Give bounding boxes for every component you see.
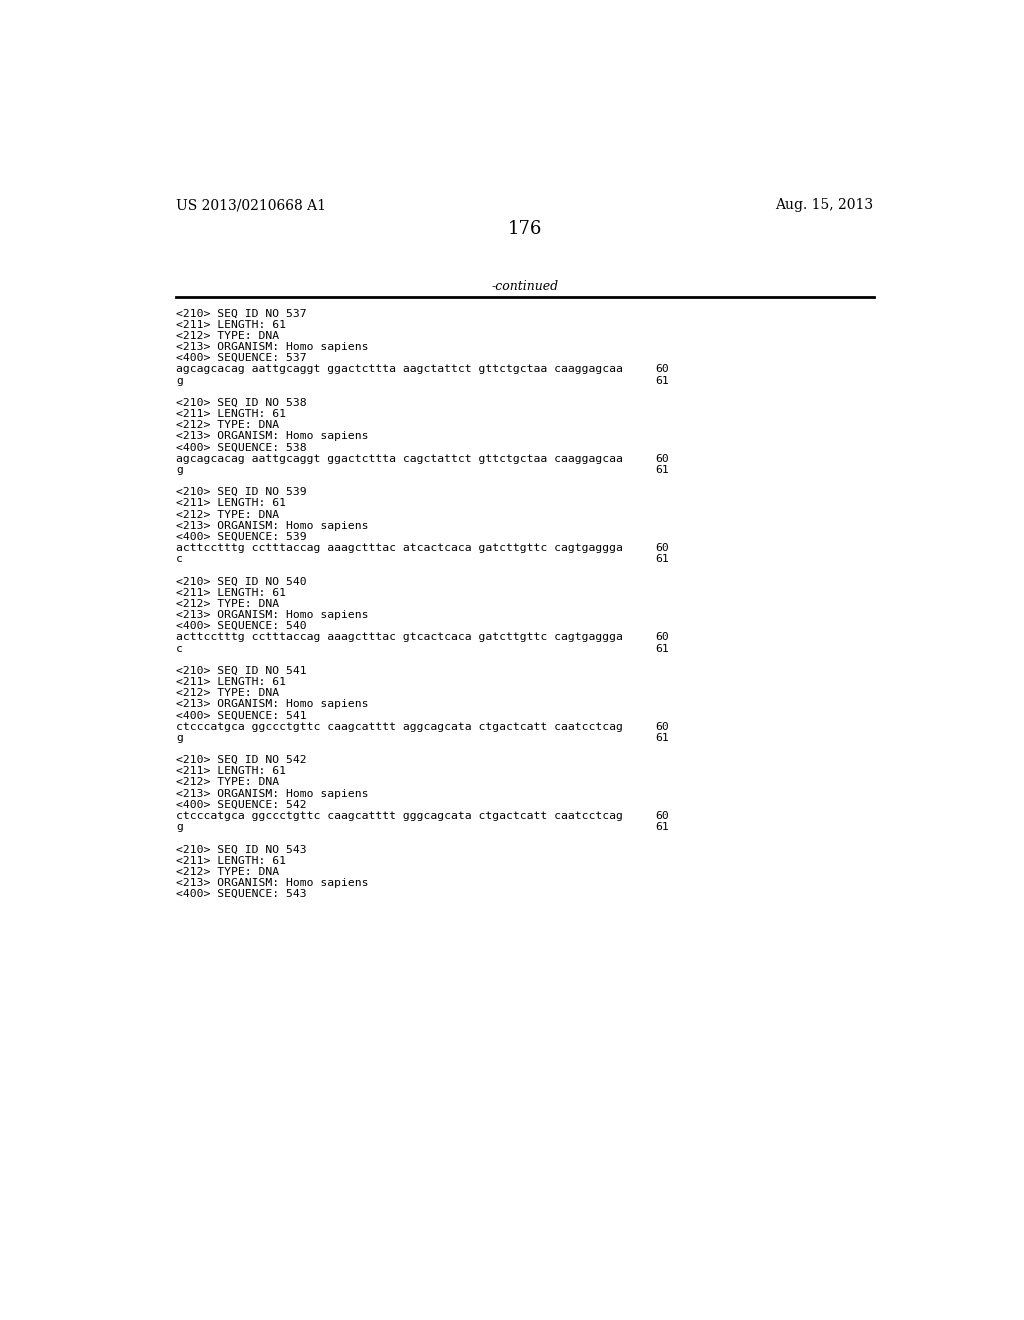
Text: g: g [176,376,183,385]
Text: 60: 60 [655,722,669,731]
Text: 61: 61 [655,733,669,743]
Text: <213> ORGANISM: Homo sapiens: <213> ORGANISM: Homo sapiens [176,878,369,888]
Text: 61: 61 [655,376,669,385]
Text: <212> TYPE: DNA: <212> TYPE: DNA [176,688,280,698]
Text: <400> SEQUENCE: 538: <400> SEQUENCE: 538 [176,442,306,453]
Text: 60: 60 [655,454,669,463]
Text: <210> SEQ ID NO 537: <210> SEQ ID NO 537 [176,309,306,318]
Text: Aug. 15, 2013: Aug. 15, 2013 [775,198,873,213]
Text: ctcccatgca ggccctgttc caagcatttt gggcagcata ctgactcatt caatcctcag: ctcccatgca ggccctgttc caagcatttt gggcagc… [176,810,623,821]
Text: <211> LENGTH: 61: <211> LENGTH: 61 [176,319,286,330]
Text: 61: 61 [655,822,669,832]
Text: 61: 61 [655,554,669,564]
Text: <212> TYPE: DNA: <212> TYPE: DNA [176,867,280,876]
Text: agcagcacag aattgcaggt ggactcttta aagctattct gttctgctaa caaggagcaa: agcagcacag aattgcaggt ggactcttta aagctat… [176,364,623,375]
Text: 60: 60 [655,364,669,375]
Text: <213> ORGANISM: Homo sapiens: <213> ORGANISM: Homo sapiens [176,788,369,799]
Text: ctcccatgca ggccctgttc caagcatttt aggcagcata ctgactcatt caatcctcag: ctcccatgca ggccctgttc caagcatttt aggcagc… [176,722,623,731]
Text: <211> LENGTH: 61: <211> LENGTH: 61 [176,767,286,776]
Text: agcagcacag aattgcaggt ggactcttta cagctattct gttctgctaa caaggagcaa: agcagcacag aattgcaggt ggactcttta cagctat… [176,454,623,463]
Text: <211> LENGTH: 61: <211> LENGTH: 61 [176,855,286,866]
Text: <210> SEQ ID NO 543: <210> SEQ ID NO 543 [176,845,306,854]
Text: <400> SEQUENCE: 541: <400> SEQUENCE: 541 [176,710,306,721]
Text: acttcctttg cctttaccag aaagctttac gtcactcaca gatcttgttc cagtgaggga: acttcctttg cctttaccag aaagctttac gtcactc… [176,632,623,643]
Text: <211> LENGTH: 61: <211> LENGTH: 61 [176,677,286,686]
Text: <211> LENGTH: 61: <211> LENGTH: 61 [176,409,286,418]
Text: <210> SEQ ID NO 540: <210> SEQ ID NO 540 [176,577,306,586]
Text: <400> SEQUENCE: 539: <400> SEQUENCE: 539 [176,532,306,541]
Text: <400> SEQUENCE: 543: <400> SEQUENCE: 543 [176,890,306,899]
Text: <213> ORGANISM: Homo sapiens: <213> ORGANISM: Homo sapiens [176,700,369,709]
Text: <212> TYPE: DNA: <212> TYPE: DNA [176,777,280,788]
Text: <211> LENGTH: 61: <211> LENGTH: 61 [176,499,286,508]
Text: <212> TYPE: DNA: <212> TYPE: DNA [176,331,280,341]
Text: g: g [176,465,183,475]
Text: <210> SEQ ID NO 542: <210> SEQ ID NO 542 [176,755,306,766]
Text: <210> SEQ ID NO 538: <210> SEQ ID NO 538 [176,397,306,408]
Text: <212> TYPE: DNA: <212> TYPE: DNA [176,599,280,609]
Text: c: c [176,554,183,564]
Text: 61: 61 [655,465,669,475]
Text: <212> TYPE: DNA: <212> TYPE: DNA [176,510,280,520]
Text: <213> ORGANISM: Homo sapiens: <213> ORGANISM: Homo sapiens [176,520,369,531]
Text: g: g [176,733,183,743]
Text: US 2013/0210668 A1: US 2013/0210668 A1 [176,198,326,213]
Text: <212> TYPE: DNA: <212> TYPE: DNA [176,420,280,430]
Text: -continued: -continued [492,280,558,293]
Text: <400> SEQUENCE: 540: <400> SEQUENCE: 540 [176,622,306,631]
Text: <213> ORGANISM: Homo sapiens: <213> ORGANISM: Homo sapiens [176,610,369,620]
Text: <213> ORGANISM: Homo sapiens: <213> ORGANISM: Homo sapiens [176,342,369,352]
Text: 61: 61 [655,644,669,653]
Text: <400> SEQUENCE: 542: <400> SEQUENCE: 542 [176,800,306,809]
Text: 60: 60 [655,810,669,821]
Text: 60: 60 [655,543,669,553]
Text: c: c [176,644,183,653]
Text: g: g [176,822,183,832]
Text: 60: 60 [655,632,669,643]
Text: <210> SEQ ID NO 541: <210> SEQ ID NO 541 [176,665,306,676]
Text: <213> ORGANISM: Homo sapiens: <213> ORGANISM: Homo sapiens [176,432,369,441]
Text: <210> SEQ ID NO 539: <210> SEQ ID NO 539 [176,487,306,498]
Text: <400> SEQUENCE: 537: <400> SEQUENCE: 537 [176,354,306,363]
Text: acttcctttg cctttaccag aaagctttac atcactcaca gatcttgttc cagtgaggga: acttcctttg cctttaccag aaagctttac atcactc… [176,543,623,553]
Text: 176: 176 [508,220,542,238]
Text: <211> LENGTH: 61: <211> LENGTH: 61 [176,587,286,598]
